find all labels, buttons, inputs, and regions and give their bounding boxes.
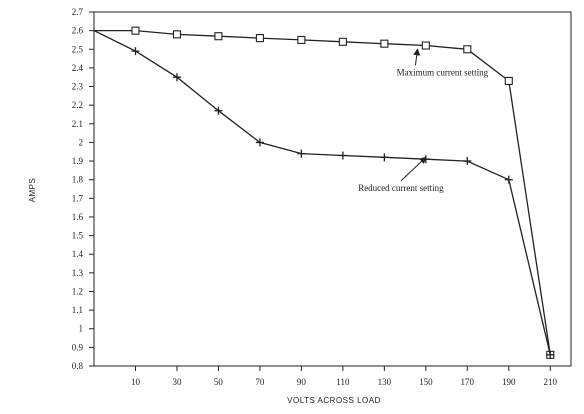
data-point-square <box>131 26 140 35</box>
series-layer <box>93 26 555 359</box>
data-point-square <box>214 32 223 41</box>
x-tick-label: 210 <box>544 377 558 387</box>
y-tick-label: 2.5 <box>72 44 84 54</box>
x-tick-label: 190 <box>502 377 516 387</box>
x-tick-label: 170 <box>461 377 475 387</box>
y-tick-label: 1 <box>79 324 84 334</box>
y-tick-label: 0.8 <box>72 361 84 371</box>
y-tick-label: 1.3 <box>72 268 84 278</box>
y-tick-label: 1.6 <box>72 212 84 222</box>
data-point-plus <box>255 138 264 147</box>
x-axis: 10 30 50 70 90 110 130 150 170 190 210 <box>131 366 558 387</box>
annotation-arrow <box>400 156 427 182</box>
data-point-plus <box>297 149 306 158</box>
x-tick-label: 30 <box>172 377 182 387</box>
y-tick-label: 2.6 <box>72 26 84 36</box>
x-tick-label: 110 <box>336 377 350 387</box>
annotation-layer: Maximum current setting Reduced current s… <box>358 48 489 193</box>
data-point-plus <box>546 350 555 359</box>
y-tick-label: 2.1 <box>72 119 83 129</box>
data-point-square <box>421 41 430 50</box>
data-point-square <box>338 37 347 46</box>
y-tick-label: 1.8 <box>72 175 84 185</box>
data-point-plus <box>214 106 223 115</box>
y-tick-label: 2.7 <box>72 7 84 17</box>
data-point-square <box>172 30 182 39</box>
data-point-square <box>463 45 472 54</box>
x-tick-label: 50 <box>214 377 224 387</box>
y-tick-label: 2.3 <box>72 82 84 92</box>
data-point-plus <box>504 175 513 184</box>
x-axis-title: VOLTS ACROSS LOAD <box>287 396 381 405</box>
y-tick-label: 1.2 <box>72 286 83 296</box>
y-axis-title: AMPS <box>28 178 37 203</box>
x-tick-label: 90 <box>297 377 307 387</box>
y-tick-label: 1.7 <box>72 193 84 203</box>
x-tick-label: 150 <box>419 377 433 387</box>
y-tick-label: 1.4 <box>72 249 84 259</box>
y-axis: 2.7 2.6 2.5 2.4 2.3 2.2 2.1 2 1.9 1.8 1.7 1.6 1.5 1.4… <box>72 7 94 371</box>
y-tick-label: 2.2 <box>72 100 83 110</box>
data-point-square <box>380 39 389 48</box>
annotation-label: Reduced current setting <box>358 183 444 193</box>
data-point-plus <box>421 155 430 164</box>
data-point-square <box>255 34 264 43</box>
y-tick-label: 2.4 <box>72 63 84 73</box>
y-tick-label: 0.9 <box>72 342 84 352</box>
x-tick-label: 70 <box>255 377 265 387</box>
data-point-square <box>297 35 306 44</box>
y-tick-label: 1.9 <box>72 156 84 166</box>
series-line-1 <box>94 29 551 355</box>
x-tick-label: 130 <box>378 377 392 387</box>
data-point-plus <box>380 153 389 162</box>
y-tick-label: 1.5 <box>72 231 84 241</box>
data-point-plus <box>172 73 181 82</box>
y-tick-label: 2 <box>79 137 84 147</box>
data-point-plus <box>131 47 140 56</box>
annotation-arrow <box>413 48 421 66</box>
plot-area-frame <box>93 11 572 367</box>
data-point-plus <box>338 151 347 160</box>
annotation-label: Maximum current setting <box>397 67 489 77</box>
y-tick-label: 1.1 <box>72 305 83 315</box>
x-tick-label: 10 <box>131 377 141 387</box>
data-point-plus <box>463 157 472 166</box>
series-line-2 <box>93 30 551 355</box>
data-point-square <box>504 76 513 85</box>
